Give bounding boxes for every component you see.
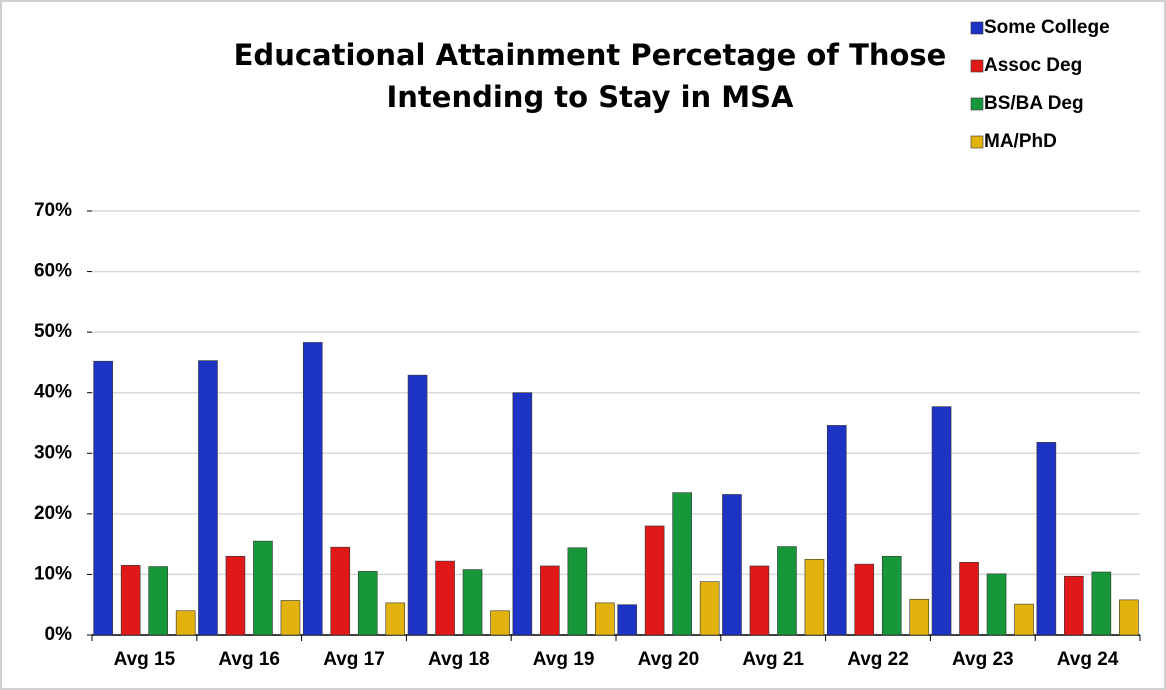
bar [407,374,428,636]
chart-title: Intending to Stay in MSA [387,80,795,114]
bar [986,573,1007,636]
bar [854,563,875,636]
bar [357,571,378,636]
legend-swatch [970,97,984,111]
bar [198,360,218,636]
bar [909,598,930,636]
bar [302,342,323,636]
chart-title: Educational Attainment Percetage of Thos… [234,38,947,72]
bar [435,560,455,636]
legend-label: BS/BA Deg [984,93,1084,114]
legend-label: MA/PhD [984,131,1057,152]
bar [385,602,406,636]
legend-swatch [970,135,984,149]
bar [512,392,533,636]
bar [749,565,770,636]
legend-label: Assoc Deg [984,55,1082,76]
y-tick-label: 30% [34,442,72,463]
legend-swatch [970,21,984,35]
bar [567,547,588,636]
x-tick-label: Avg 22 [847,649,909,670]
bar [722,494,742,636]
legend-label: Some College [984,17,1110,38]
bar [1064,575,1084,636]
y-tick-label: 60% [34,261,72,282]
bar [280,600,301,636]
x-tick-label: Avg 16 [218,649,280,670]
x-tick-label: Avg 15 [114,649,176,670]
bar [804,558,825,636]
bar [672,492,692,636]
x-tick-label: Avg 23 [952,649,1014,670]
bar [881,555,902,636]
x-tick-label: Avg 21 [742,649,804,670]
bar [490,610,510,636]
bar [1091,571,1112,636]
bar [699,581,720,636]
legend-swatch [970,59,984,73]
bar [93,360,113,636]
bar [148,566,168,636]
bar [1036,442,1057,636]
bar [1014,603,1034,636]
bar [1119,599,1139,636]
bar [777,546,797,636]
bar [617,604,637,636]
x-tick-label: Avg 18 [428,649,490,670]
x-tick-label: Avg 24 [1057,649,1119,670]
bar [959,562,979,636]
bar [462,569,483,636]
bar [644,525,665,636]
y-tick-label: 40% [34,382,72,403]
x-tick-label: Avg 19 [533,649,595,670]
y-tick-label: 20% [34,503,72,524]
bar [540,565,560,636]
bar [595,602,615,636]
bar [826,425,847,636]
bar [175,610,196,636]
y-tick-label: 10% [34,563,72,584]
y-tick-label: 0% [45,624,73,645]
x-tick-label: Avg 20 [638,649,700,670]
y-tick-label: 70% [34,200,72,221]
y-tick-label: 50% [34,321,72,342]
x-tick-label: Avg 17 [323,649,385,670]
bar [120,565,141,636]
bar [225,555,246,636]
bar [931,406,952,636]
bar [330,546,351,636]
bar [253,540,273,636]
